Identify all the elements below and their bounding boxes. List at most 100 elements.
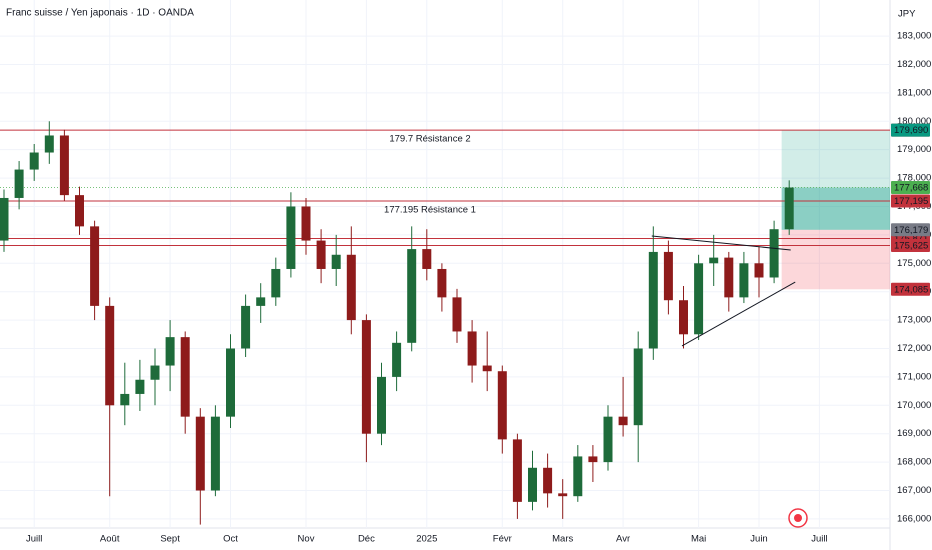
candle-body <box>316 240 326 269</box>
y-tick-label: 178,000 <box>897 173 931 184</box>
candle-body <box>558 493 568 497</box>
target-zone <box>781 130 890 230</box>
x-tick-label: Nov <box>298 534 315 545</box>
target-tag: 179,690 <box>894 125 928 136</box>
target-tag-bg <box>891 123 930 137</box>
candle-body <box>497 371 507 440</box>
x-tick-label: Juin <box>750 534 767 545</box>
level-tag-bg <box>891 194 930 208</box>
annotation: 177.195 Résistance 1 <box>384 204 476 215</box>
candle-body <box>588 456 598 463</box>
x-tick-label: Mai <box>691 534 706 545</box>
x-tick-label: Oct <box>223 534 238 545</box>
y-tick-label: 166,000 <box>897 513 931 524</box>
candle-body <box>784 187 794 230</box>
trendline <box>681 281 796 347</box>
candle-body <box>422 249 432 269</box>
trendline <box>651 235 791 251</box>
candle-body <box>452 297 462 332</box>
candle-body <box>29 152 39 170</box>
entry-tag: 176,179 <box>894 225 928 236</box>
y-tick-label: 169,000 <box>897 428 931 439</box>
candle-body <box>407 249 417 343</box>
candle-body <box>331 254 341 269</box>
candle-body <box>75 195 84 227</box>
stop-tag: 174,085 <box>894 284 928 295</box>
candle-body <box>739 263 749 298</box>
candle-body <box>346 254 356 321</box>
candle-body <box>256 297 266 306</box>
candle-body <box>0 197 9 241</box>
candle-body <box>59 135 69 196</box>
x-tick-label: Avr <box>616 534 630 545</box>
candle-body <box>603 416 613 463</box>
candle-body <box>512 439 522 502</box>
level-tag-bg <box>891 239 930 253</box>
candle-body <box>105 305 115 406</box>
candle-body <box>165 337 175 366</box>
y-tick-label: 172,000 <box>897 343 931 354</box>
candle-body <box>301 206 311 241</box>
y-tick-label: 171,000 <box>897 371 931 382</box>
candle-body <box>482 365 492 372</box>
x-tick-label: Août <box>100 534 120 545</box>
profit-zone <box>781 187 890 230</box>
candle-body <box>195 416 205 491</box>
candle-body <box>150 365 160 380</box>
candle-body <box>392 342 402 377</box>
stop-zone <box>781 229 890 290</box>
candle-body <box>709 257 719 264</box>
x-tick-label: Févr <box>493 534 512 545</box>
candle-body <box>361 320 371 434</box>
level-tag: 177,195 <box>894 196 928 207</box>
annotation: 179.7 Résistance 2 <box>389 134 470 145</box>
y-tick-label: 167,000 <box>897 485 931 496</box>
candle-body <box>90 226 100 306</box>
chart-title: Franc suisse / Yen japonais · 1D · OANDA <box>6 8 194 19</box>
candle-body <box>437 268 447 298</box>
y-tick-label: 183,000 <box>897 31 931 42</box>
candle-body <box>467 331 477 366</box>
candle-body <box>694 263 704 335</box>
y-tick-label: 179,000 <box>897 144 931 155</box>
candle-body <box>135 379 145 394</box>
candle-body <box>14 169 24 198</box>
entry-tag-bg <box>891 223 930 237</box>
candle-body <box>180 337 190 417</box>
candle-body <box>210 416 220 491</box>
candle-body <box>241 305 251 349</box>
candle-body <box>543 467 553 494</box>
y-tick-label: 170,000 <box>897 400 931 411</box>
y-tick-label: 181,000 <box>897 87 931 98</box>
last-price-tag: 177,668 <box>894 183 928 194</box>
x-tick-label: Sept <box>160 534 180 545</box>
x-tick-label: Juill <box>26 534 42 545</box>
candle-body <box>271 268 281 298</box>
logo <box>788 508 808 528</box>
x-tick-label: 2025 <box>416 534 437 545</box>
candle-body <box>528 467 537 502</box>
level-tag: 175,625 <box>894 241 928 252</box>
y-tick-label: 173,000 <box>897 315 931 326</box>
candle-body <box>618 416 628 426</box>
candle-body <box>663 251 673 301</box>
candle-body <box>44 135 54 153</box>
candle-body <box>573 456 583 497</box>
candle-body <box>679 300 688 335</box>
stop-tag-bg <box>891 282 930 296</box>
candle-body <box>633 348 643 426</box>
x-tick-label: Déc <box>358 534 375 545</box>
candle-body <box>377 376 386 434</box>
candle-body <box>226 348 235 417</box>
y-tick-label: 168,000 <box>897 457 931 468</box>
candle-body <box>724 257 734 298</box>
candle-body <box>648 251 658 349</box>
x-tick-label: Mars <box>552 534 573 545</box>
candle-body <box>754 263 764 278</box>
candle-body <box>286 206 296 269</box>
x-tick-label: Juill <box>811 534 827 545</box>
candle-body <box>120 393 130 406</box>
plot: 179.7 Résistance 2 177.195 Résistance 1 <box>0 0 890 528</box>
last-price-tag-bg <box>891 181 930 195</box>
